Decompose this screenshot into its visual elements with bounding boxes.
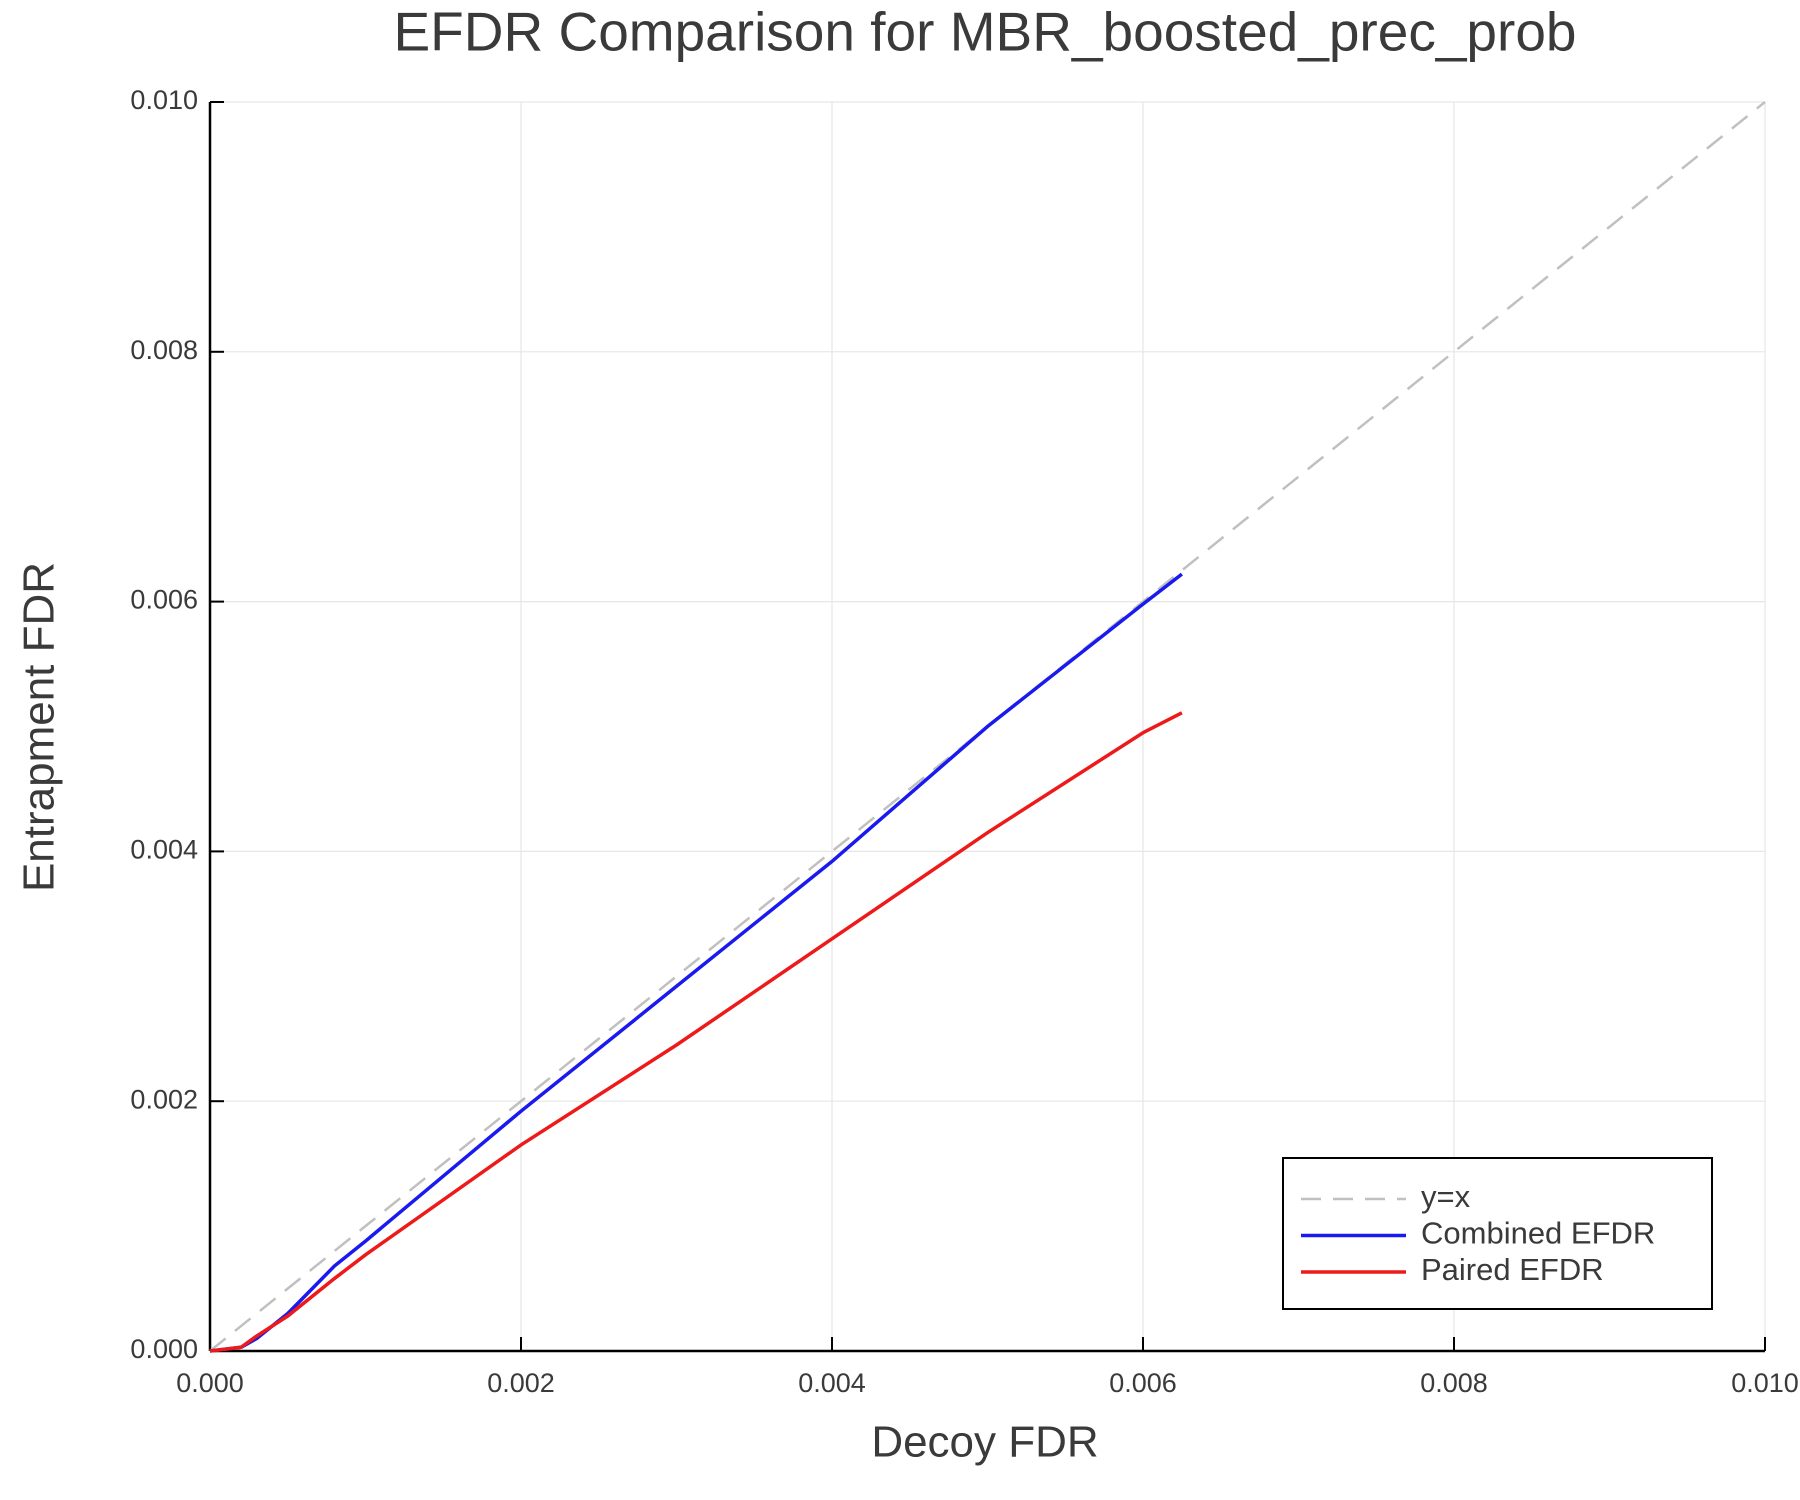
legend-label: Combined EFDR <box>1421 1216 1655 1251</box>
x-tick-label: 0.000 <box>176 1368 244 1398</box>
y-axis-label: Entrapment FDR <box>15 562 64 892</box>
data-line <box>209 572 1183 1353</box>
legend-label: Paired EFDR <box>1421 1252 1604 1287</box>
chart-title: EFDR Comparison for MBR_boosted_prec_pro… <box>393 1 1576 63</box>
y-tick-label: 0.006 <box>130 585 198 615</box>
y-tick-label: 0.000 <box>130 1334 198 1364</box>
x-axis-label: Decoy FDR <box>871 1418 1098 1467</box>
x-tick-label: 0.002 <box>487 1368 555 1398</box>
y-tick-label: 0.004 <box>130 835 198 865</box>
y-tick-label: 0.002 <box>130 1084 198 1114</box>
x-tick-label: 0.010 <box>1731 1368 1799 1398</box>
data-line <box>209 711 1183 1353</box>
legend-box <box>1282 1157 1713 1310</box>
legend-label: y=x <box>1421 1179 1471 1214</box>
x-tick-label: 0.006 <box>1109 1368 1177 1398</box>
x-tick-label: 0.008 <box>1420 1368 1488 1398</box>
y-tick-label: 0.008 <box>130 335 198 365</box>
y-tick-label: 0.010 <box>130 85 198 115</box>
x-tick-label: 0.004 <box>798 1368 866 1398</box>
